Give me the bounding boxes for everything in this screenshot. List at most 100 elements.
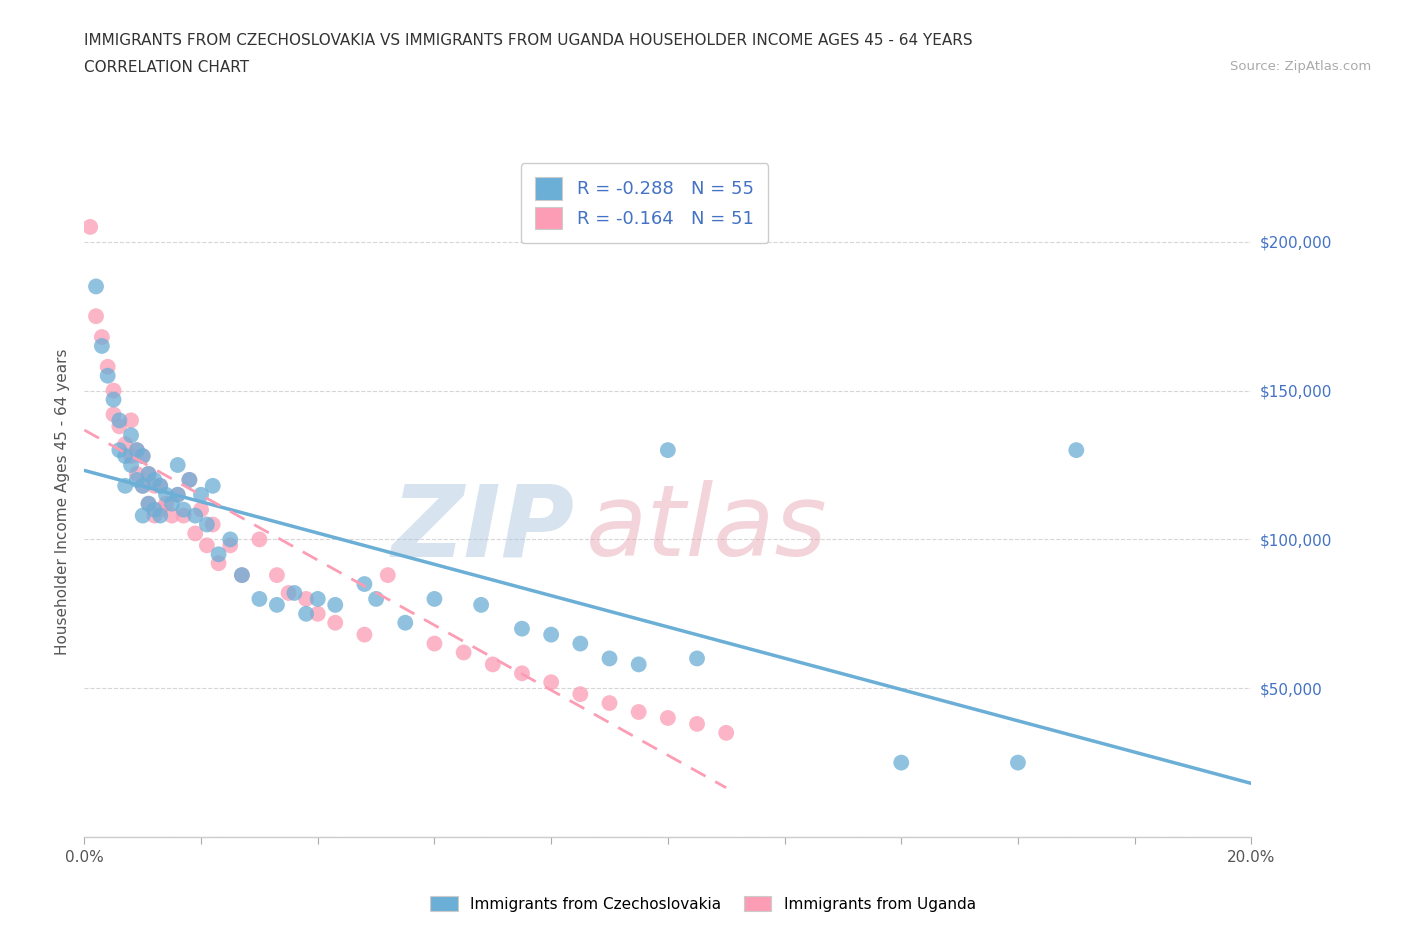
Point (149, 478, 172, 493)
Legend: R = -0.288   N = 55, R = -0.164   N = 51: R = -0.288 N = 55, R = -0.164 N = 51 (520, 163, 768, 244)
Point (138, 467, 160, 482)
Point (686, 716, 709, 731)
Point (166, 458, 188, 472)
Point (207, 547, 229, 562)
Point (84, 279, 107, 294)
Point (184, 526, 207, 541)
Point (79, 219, 101, 234)
Point (686, 651, 709, 666)
Legend: Immigrants from Czechoslovakia, Immigrants from Uganda: Immigrants from Czechoslovakia, Immigran… (425, 889, 981, 918)
Point (510, 666, 533, 681)
Text: CORRELATION CHART: CORRELATION CHART (84, 60, 249, 75)
Point (143, 478, 166, 493)
Point (179, 472, 201, 487)
Text: Source: ZipAtlas.com: Source: ZipAtlas.com (1230, 60, 1371, 73)
Point (125, 467, 148, 482)
Point (97, 359, 120, 374)
Point (114, 437, 136, 452)
Point (540, 627, 562, 642)
Point (323, 597, 346, 612)
Point (120, 413, 142, 428)
Point (195, 538, 218, 552)
Point (657, 443, 679, 458)
Point (323, 616, 346, 631)
Point (132, 508, 155, 523)
Point (599, 651, 621, 666)
Point (423, 591, 446, 606)
Point (247, 532, 270, 547)
Point (453, 645, 475, 660)
Point (599, 696, 621, 711)
Point (173, 508, 195, 523)
Point (277, 586, 299, 601)
Point (219, 538, 242, 552)
Point (120, 448, 142, 463)
Point (201, 517, 224, 532)
Point (366, 591, 388, 606)
Point (120, 428, 142, 443)
Point (307, 591, 329, 606)
Text: ZIP: ZIP (391, 481, 575, 578)
Point (103, 383, 125, 398)
Point (84, 309, 107, 324)
Point (540, 675, 562, 690)
Point (377, 567, 399, 582)
Point (195, 517, 218, 532)
Point (1066, 443, 1088, 458)
Point (714, 725, 737, 740)
Point (108, 418, 131, 433)
Point (132, 478, 155, 493)
Point (149, 502, 172, 517)
Point (394, 616, 416, 631)
Point (103, 392, 125, 407)
Point (90, 329, 112, 344)
Point (149, 508, 172, 523)
Point (307, 606, 329, 621)
Point (132, 448, 155, 463)
Point (1007, 755, 1029, 770)
Point (231, 567, 253, 582)
Point (132, 448, 155, 463)
Point (201, 478, 224, 493)
Point (353, 627, 375, 642)
Point (219, 532, 242, 547)
Point (114, 448, 136, 463)
Point (266, 567, 288, 582)
Point (627, 657, 650, 671)
Point (295, 591, 318, 606)
Text: IMMIGRANTS FROM CZECHOSLOVAKIA VS IMMIGRANTS FROM UGANDA HOUSEHOLDER INCOME AGES: IMMIGRANTS FROM CZECHOSLOVAKIA VS IMMIGR… (84, 33, 973, 47)
Point (125, 443, 148, 458)
Point (103, 407, 125, 422)
Point (160, 497, 183, 512)
Point (295, 606, 318, 621)
Point (353, 577, 375, 591)
Point (247, 591, 270, 606)
Point (125, 443, 148, 458)
Point (283, 586, 305, 601)
Point (166, 487, 188, 502)
Point (166, 487, 188, 502)
Point (569, 636, 592, 651)
Point (510, 621, 533, 636)
Point (97, 368, 120, 383)
Point (173, 502, 195, 517)
Point (120, 458, 142, 472)
Point (132, 478, 155, 493)
Point (90, 339, 112, 353)
Point (231, 567, 253, 582)
Point (657, 711, 679, 725)
Point (184, 508, 207, 523)
Point (125, 472, 148, 487)
Point (266, 597, 288, 612)
Y-axis label: Householder Income Ages 45 - 64 years: Householder Income Ages 45 - 64 years (55, 349, 70, 656)
Point (190, 502, 212, 517)
Point (138, 467, 160, 482)
Point (143, 508, 166, 523)
Point (143, 502, 166, 517)
Point (470, 597, 492, 612)
Point (114, 478, 136, 493)
Point (207, 556, 229, 571)
Point (179, 472, 201, 487)
Point (890, 755, 912, 770)
Point (149, 478, 172, 493)
